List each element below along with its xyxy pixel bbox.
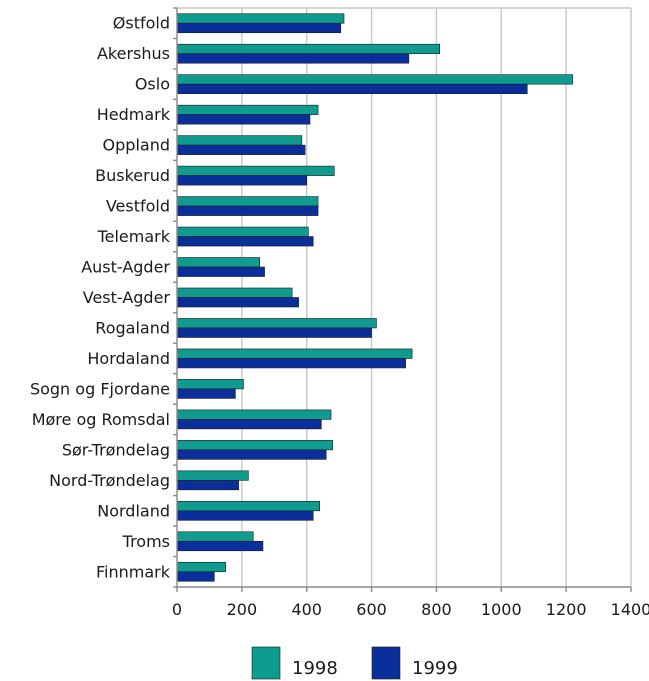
bar-1998-8 bbox=[176, 226, 309, 237]
category-label-2: Akershus bbox=[97, 44, 170, 63]
category-label-9: Aust-Agder bbox=[81, 258, 170, 277]
bar-1999-4 bbox=[176, 114, 311, 125]
category-label-1: Østfold bbox=[113, 14, 170, 33]
bar-1999-19 bbox=[176, 571, 215, 582]
legend-swatch-1999 bbox=[371, 646, 401, 680]
category-label-10: Vest-Agder bbox=[83, 288, 171, 307]
x-tick-label-1400: 1400 bbox=[611, 600, 649, 619]
legend-label-1999: 1999 bbox=[412, 658, 458, 679]
category-label-15: Sør-Trøndelag bbox=[62, 440, 170, 459]
category-label-4: Hedmark bbox=[97, 105, 171, 124]
bar-1998-2 bbox=[176, 43, 440, 55]
category-label-5: Oppland bbox=[103, 136, 170, 155]
category-label-16: Nord-Trøndelag bbox=[49, 471, 170, 490]
x-tick-label-800: 800 bbox=[421, 600, 452, 619]
bar-1998-16 bbox=[176, 470, 249, 481]
bar-1998-5 bbox=[176, 135, 303, 146]
bar-1998-18 bbox=[176, 531, 254, 542]
bar-1999-13 bbox=[176, 388, 236, 399]
legend-swatch-1998 bbox=[251, 646, 281, 680]
x-tick-label-1000: 1000 bbox=[481, 600, 522, 619]
category-label-3: Oslo bbox=[135, 75, 170, 94]
bar-1999-9 bbox=[176, 266, 265, 277]
category-label-17: Nordland bbox=[97, 501, 170, 520]
x-tick-label-1200: 1200 bbox=[546, 600, 587, 619]
bar-1999-5 bbox=[176, 144, 306, 155]
category-label-18: Troms bbox=[122, 532, 170, 551]
bar-1998-14 bbox=[176, 409, 332, 420]
bar-1998-17 bbox=[176, 501, 320, 512]
bar-1999-16 bbox=[176, 480, 239, 491]
category-label-6: Buskerud bbox=[95, 166, 170, 185]
category-label-8: Telemark bbox=[97, 227, 171, 246]
bar-1998-4 bbox=[176, 104, 319, 115]
bar-1998-6 bbox=[176, 165, 335, 176]
bar-1999-15 bbox=[176, 449, 327, 460]
bar-1999-10 bbox=[176, 297, 299, 308]
bar-1998-10 bbox=[176, 287, 293, 298]
x-tick-label-600: 600 bbox=[356, 600, 387, 619]
bar-1998-7 bbox=[176, 196, 319, 207]
bar-1999-2 bbox=[176, 53, 410, 64]
bar-1999-3 bbox=[176, 83, 528, 94]
x-tick-label-0: 0 bbox=[172, 600, 182, 619]
category-label-12: Hordaland bbox=[87, 349, 170, 368]
legend-label-1998: 1998 bbox=[292, 658, 338, 679]
bar-1999-12 bbox=[176, 358, 406, 369]
bar-1998-9 bbox=[176, 257, 260, 268]
bar-1998-11 bbox=[176, 318, 377, 329]
category-label-11: Rogaland bbox=[95, 318, 170, 337]
category-label-14: Møre og Romsdal bbox=[32, 410, 170, 429]
bar-1999-1 bbox=[176, 22, 342, 34]
bar-1999-14 bbox=[176, 419, 322, 430]
bar-1999-6 bbox=[176, 175, 308, 186]
bar-1998-13 bbox=[176, 379, 244, 390]
bar-1998-3 bbox=[176, 74, 573, 85]
x-tick-label-400: 400 bbox=[291, 600, 322, 619]
bar-1998-12 bbox=[176, 348, 413, 359]
bar-1998-19 bbox=[176, 561, 226, 573]
category-label-7: Vestfold bbox=[106, 197, 170, 216]
bar-1999-7 bbox=[176, 205, 319, 216]
bar-1999-18 bbox=[176, 540, 264, 552]
bar-1998-1 bbox=[176, 13, 345, 24]
category-label-19: Finnmark bbox=[96, 562, 171, 581]
bar-1999-11 bbox=[176, 327, 372, 338]
bar-1998-15 bbox=[176, 440, 333, 451]
bar-1999-17 bbox=[176, 510, 314, 521]
category-label-13: Sogn og Fjordane bbox=[30, 379, 170, 398]
x-tick-label-200: 200 bbox=[227, 600, 258, 619]
bar-1999-8 bbox=[176, 236, 314, 247]
